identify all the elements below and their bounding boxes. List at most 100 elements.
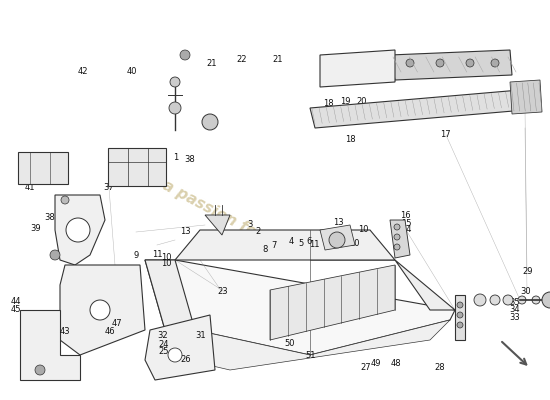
Polygon shape <box>145 260 455 355</box>
Text: 1: 1 <box>173 154 179 162</box>
Text: 12: 12 <box>336 238 347 247</box>
Circle shape <box>406 59 414 67</box>
Text: 41: 41 <box>24 184 35 192</box>
Text: 7: 7 <box>271 242 277 250</box>
Text: 3: 3 <box>248 220 253 228</box>
Polygon shape <box>390 50 512 80</box>
Polygon shape <box>20 310 80 380</box>
Polygon shape <box>395 260 455 310</box>
Circle shape <box>457 322 463 328</box>
Text: 15: 15 <box>400 219 411 228</box>
Text: 37: 37 <box>103 184 114 192</box>
Polygon shape <box>270 265 395 340</box>
Polygon shape <box>310 90 525 128</box>
Polygon shape <box>60 265 145 355</box>
Circle shape <box>50 250 60 260</box>
Circle shape <box>180 50 190 60</box>
Text: 31: 31 <box>195 331 206 340</box>
Circle shape <box>202 114 218 130</box>
Polygon shape <box>320 225 355 250</box>
Polygon shape <box>175 230 395 260</box>
Polygon shape <box>145 315 215 380</box>
Circle shape <box>457 302 463 308</box>
Text: 29: 29 <box>522 268 534 276</box>
Polygon shape <box>455 295 465 340</box>
Text: 10: 10 <box>161 259 172 268</box>
Text: 39: 39 <box>122 152 133 160</box>
Text: 22: 22 <box>236 55 248 64</box>
Text: 5: 5 <box>299 240 304 248</box>
Circle shape <box>169 102 181 114</box>
Text: 49: 49 <box>371 360 382 368</box>
Circle shape <box>491 59 499 67</box>
Text: 40: 40 <box>126 67 138 76</box>
FancyBboxPatch shape <box>18 152 68 184</box>
Text: 42: 42 <box>77 67 88 76</box>
Polygon shape <box>205 215 230 235</box>
Text: 16: 16 <box>400 212 411 220</box>
Text: 19: 19 <box>394 108 405 116</box>
Text: 43: 43 <box>59 328 70 336</box>
Circle shape <box>168 348 182 362</box>
Polygon shape <box>55 195 105 265</box>
Text: 48: 48 <box>390 359 402 368</box>
Text: 38: 38 <box>143 155 154 164</box>
Text: 47: 47 <box>111 320 122 328</box>
Text: 11: 11 <box>309 240 320 249</box>
Circle shape <box>532 296 540 304</box>
Text: 28: 28 <box>434 364 446 372</box>
Text: 25: 25 <box>158 348 169 356</box>
Polygon shape <box>165 320 450 370</box>
Polygon shape <box>145 260 195 330</box>
Text: 35: 35 <box>509 298 520 307</box>
Text: 39: 39 <box>30 224 41 233</box>
Text: 34: 34 <box>509 306 520 314</box>
Text: 19: 19 <box>340 98 351 106</box>
Circle shape <box>394 244 400 250</box>
Text: 36: 36 <box>76 223 87 232</box>
Polygon shape <box>390 220 410 258</box>
Text: 42: 42 <box>24 170 35 178</box>
Text: 23: 23 <box>217 288 228 296</box>
Text: 51: 51 <box>305 351 316 360</box>
Text: 9: 9 <box>134 251 139 260</box>
Text: 14: 14 <box>400 226 411 234</box>
Text: 10: 10 <box>161 253 172 262</box>
Text: 27: 27 <box>360 364 371 372</box>
Text: 8: 8 <box>262 246 268 254</box>
Circle shape <box>394 234 400 240</box>
Text: a passion for cars: a passion for cars <box>160 178 302 262</box>
Circle shape <box>457 312 463 318</box>
Circle shape <box>474 294 486 306</box>
Text: 10: 10 <box>358 225 368 234</box>
Circle shape <box>394 224 400 230</box>
Polygon shape <box>510 80 542 114</box>
Text: 46: 46 <box>104 328 116 336</box>
Text: 2: 2 <box>256 228 261 236</box>
Polygon shape <box>320 50 395 87</box>
Text: 21: 21 <box>206 60 217 68</box>
Text: 30: 30 <box>520 288 531 296</box>
FancyBboxPatch shape <box>108 148 166 186</box>
Text: 20: 20 <box>356 98 367 106</box>
Text: 24: 24 <box>158 340 169 349</box>
Circle shape <box>518 296 526 304</box>
Text: 13: 13 <box>180 228 191 236</box>
Circle shape <box>66 218 90 242</box>
Circle shape <box>170 77 180 87</box>
Text: 45: 45 <box>10 306 21 314</box>
Circle shape <box>90 300 110 320</box>
Text: 10: 10 <box>349 239 360 248</box>
Text: 44: 44 <box>10 298 21 306</box>
Text: 21: 21 <box>272 55 283 64</box>
Circle shape <box>329 232 345 248</box>
Circle shape <box>542 292 550 308</box>
Text: 18: 18 <box>323 99 334 108</box>
Circle shape <box>490 295 500 305</box>
Circle shape <box>61 196 69 204</box>
Circle shape <box>35 365 45 375</box>
Text: 38: 38 <box>184 155 195 164</box>
Text: 13: 13 <box>333 218 344 226</box>
Text: 50: 50 <box>284 340 295 348</box>
Text: 26: 26 <box>180 356 191 364</box>
